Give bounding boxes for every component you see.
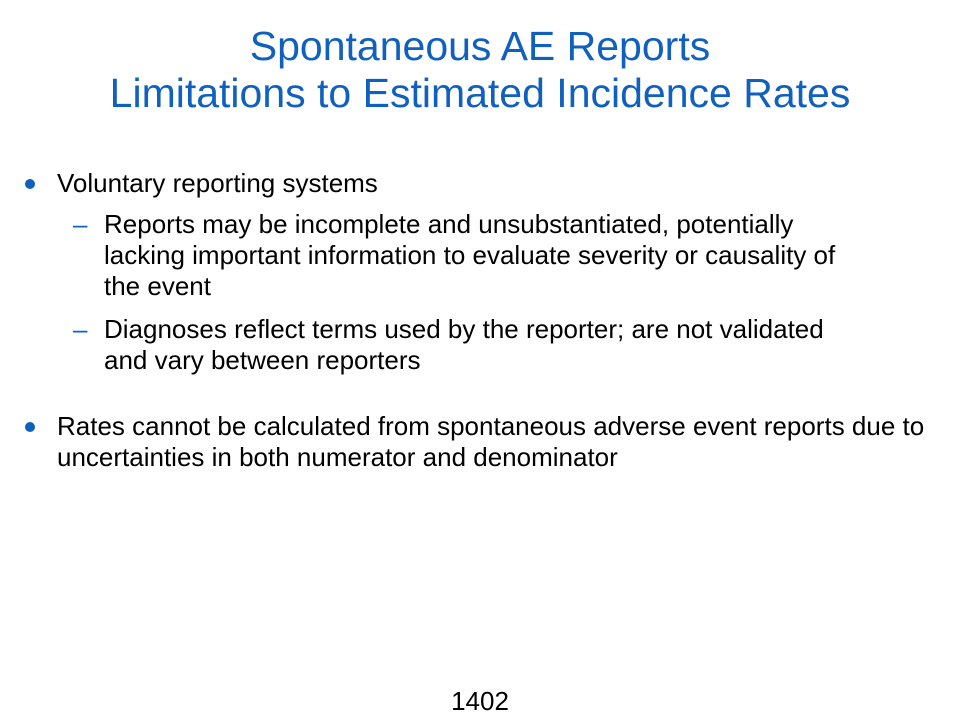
bullet-dot-icon (25, 179, 35, 189)
bullet-text: Rates cannot be calculated from spontane… (57, 411, 925, 472)
slide-title-line-1: Spontaneous AE Reports (249, 23, 711, 69)
dash-marker: – (73, 209, 88, 239)
sub-bullet-text: Diagnoses reflect terms used by the repo… (104, 314, 824, 375)
slide-title: Spontaneous AE Reports Limitations to Es… (0, 23, 960, 117)
bullet-text: Voluntary reporting systems (57, 168, 378, 198)
page-number: 1402 (451, 686, 509, 716)
sub-bullet-text: Reports may be incomplete and unsubstant… (104, 209, 836, 301)
slide-title-line-2: Limitations to Estimated Incidence Rates (109, 70, 851, 116)
dash-marker: – (73, 314, 88, 344)
bullet-dot-icon (25, 422, 35, 432)
